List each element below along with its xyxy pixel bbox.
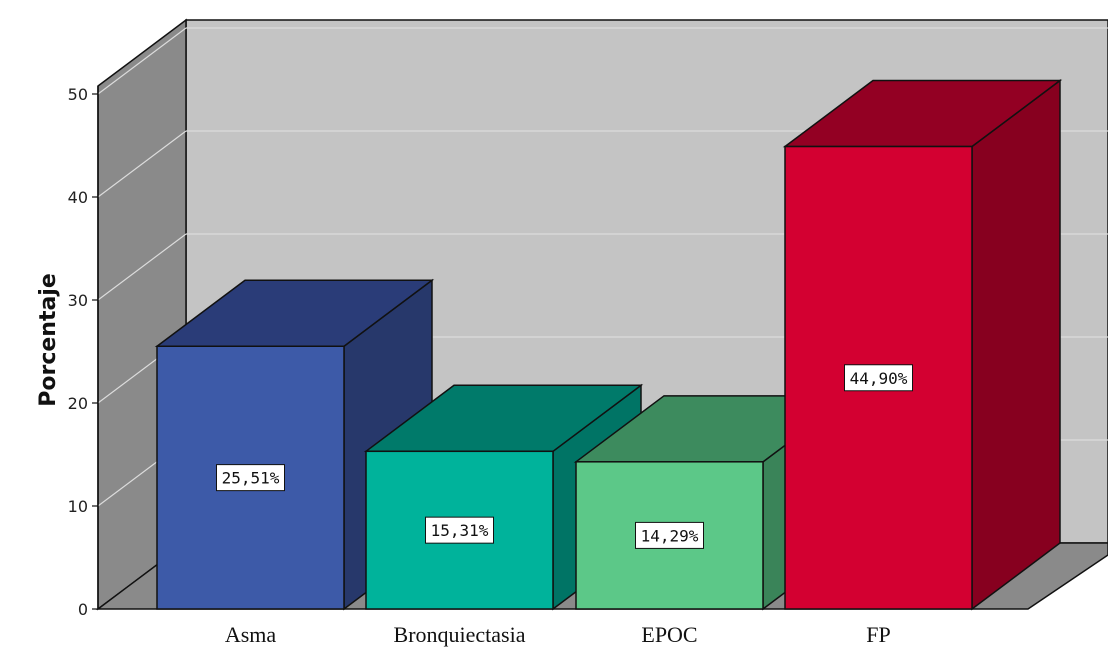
y-tick-label: 40 <box>68 188 88 207</box>
data-label-box <box>635 521 704 549</box>
gridline-side <box>97 130 187 198</box>
y-axis-label: Porcentaje <box>36 273 61 407</box>
x-tick-label: FP <box>866 622 890 647</box>
data-label-box <box>216 464 285 492</box>
x-tick-label: Asma <box>225 622 277 647</box>
y-tick-label: 10 <box>68 497 88 516</box>
data-label: 44,90% <box>850 369 908 388</box>
data-label: 15,31% <box>431 521 489 540</box>
data-label: 14,29% <box>641 526 699 545</box>
data-label: 25,51% <box>222 469 280 488</box>
y-tick-label: 30 <box>68 291 88 310</box>
x-tick-label: Bronquiectasia <box>394 622 526 647</box>
x-tick-label: EPOC <box>641 622 697 647</box>
gridline-side <box>97 233 187 301</box>
x-axis-labels: Asma Bronquiectasia EPOC FP <box>225 622 891 647</box>
data-label-box <box>844 364 913 392</box>
bars: 25,51% 15,31% 14,29% 44,90% <box>154 79 1063 611</box>
data-label-box <box>425 516 494 544</box>
y-axis-ticks: 0 10 20 30 40 50 <box>68 85 99 619</box>
y-tick-label: 0 <box>78 600 88 619</box>
gridline-side <box>97 27 187 95</box>
y-tick-label: 20 <box>68 394 88 413</box>
y-tick-label: 50 <box>68 85 88 104</box>
bar-fp: 44,90% <box>782 79 1063 611</box>
bar-side <box>971 79 1061 611</box>
